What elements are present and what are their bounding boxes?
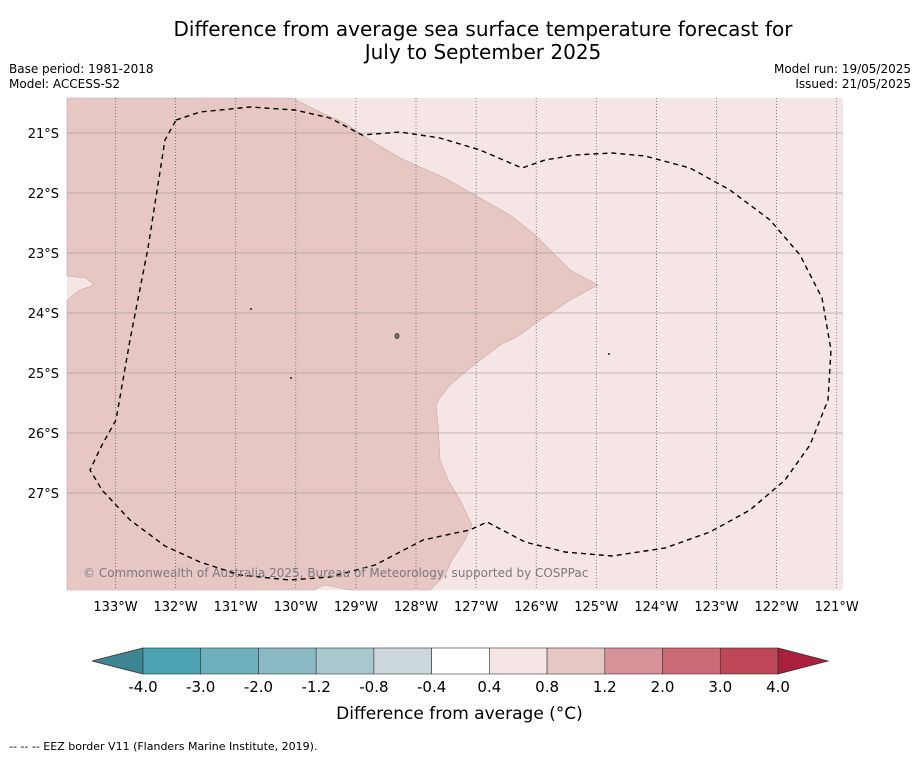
- longitude-label: 129°W: [334, 600, 378, 615]
- eez-footnote: -- -- -- EEZ border V11 (Flanders Marine…: [9, 740, 318, 753]
- metadata-left: Base period: 1981-2018 Model: ACCESS-S2: [9, 62, 154, 92]
- colorbar-tick-label: 0.8: [535, 678, 559, 696]
- longitude-label: 127°W: [454, 600, 498, 615]
- colorbar-tick-label: 1.2: [593, 678, 617, 696]
- longitude-label: 124°W: [634, 600, 678, 615]
- colorbar-segment: [604, 647, 663, 675]
- colorbar-tick-label: -1.2: [302, 678, 331, 696]
- graticule: [67, 98, 843, 590]
- latitude-labels: 21°S 22°S 23°S 24°S 25°S 26°S 27°S: [28, 127, 59, 502]
- longitude-label: 121°W: [815, 600, 859, 615]
- longitude-label: 126°W: [514, 600, 558, 615]
- colorbar-title: Difference from average (°C): [336, 704, 583, 724]
- colorbar-segment: [489, 647, 548, 675]
- latitude-label: 21°S: [28, 127, 59, 142]
- colorbar-segment: [258, 647, 317, 675]
- map-title: Difference from average sea surface temp…: [0, 18, 919, 64]
- metadata-right: Model run: 19/05/2025 Issued: 21/05/2025: [774, 62, 911, 92]
- colorbar-segment: [662, 647, 721, 675]
- island-marker: [608, 353, 610, 355]
- colorbar-segment: [142, 647, 202, 675]
- western-anomaly-region: [66, 97, 599, 591]
- latitude-label: 26°S: [28, 427, 59, 442]
- issued-date: Issued: 21/05/2025: [795, 77, 911, 91]
- colorbar-tick-label: -3.0: [186, 678, 215, 696]
- copyright-notice: © Commonwealth of Australia 2025, Bureau…: [83, 566, 588, 580]
- longitude-label: 123°W: [694, 600, 738, 615]
- colorbar-tick-label: -2.0: [244, 678, 273, 696]
- colorbar-tick-label: 2.0: [651, 678, 675, 696]
- colorbar-segment: [546, 647, 606, 675]
- colorbar-tick-label: 4.0: [766, 678, 790, 696]
- colorbar-segment: [719, 647, 779, 675]
- island-marker: [290, 377, 292, 379]
- colorbar-segment: [315, 647, 375, 675]
- island-marker: [250, 308, 252, 310]
- model-run-date: Model run: 19/05/2025: [773, 62, 911, 76]
- title-line-2: July to September 2025: [364, 40, 602, 64]
- colorbar-tick-label: 0.4: [477, 678, 501, 696]
- longitude-label: 132°W: [154, 600, 198, 615]
- colorbar: -4.0 -3.0 -2.0 -1.2 -0.8 -0.4 0.4 0.8 1.2 2.0 3.0 4…: [91, 647, 830, 696]
- colorbar-tick-label: -0.4: [417, 678, 446, 696]
- longitude-label: 133°W: [93, 600, 137, 615]
- colorbar-tick-label: 3.0: [708, 678, 732, 696]
- base-period: Base period: 1981-2018: [9, 62, 154, 76]
- latitude-label: 27°S: [28, 487, 59, 502]
- colorbar-segment: [200, 647, 259, 675]
- longitude-label: 128°W: [394, 600, 438, 615]
- latitude-label: 22°S: [28, 187, 59, 202]
- colorbar-segment: [431, 647, 490, 675]
- latitude-label: 25°S: [28, 367, 59, 382]
- colorbar-tick-label: -0.8: [359, 678, 388, 696]
- title-line-1: Difference from average sea surface temp…: [173, 17, 793, 41]
- colorbar-extend-low: [91, 647, 144, 675]
- eez-border: [89, 106, 832, 581]
- longitude-labels: 133°W 132°W 131°W 130°W 129°W 128°W 127°W 126°W…: [93, 600, 859, 615]
- island-marker: [394, 333, 400, 339]
- colorbar-segment: [373, 647, 432, 675]
- longitude-label: 122°W: [755, 600, 799, 615]
- colorbar-extend-high: [777, 647, 830, 675]
- latitude-label: 24°S: [28, 307, 59, 322]
- longitude-label: 130°W: [274, 600, 318, 615]
- colorbar-tick-label: -4.0: [128, 678, 157, 696]
- longitude-label: 125°W: [574, 600, 618, 615]
- sst-anomaly-map: © Commonwealth of Australia 2025, Bureau…: [28, 97, 859, 696]
- latitude-label: 23°S: [28, 247, 59, 262]
- model-name: Model: ACCESS-S2: [9, 77, 121, 91]
- longitude-label: 131°W: [214, 600, 258, 615]
